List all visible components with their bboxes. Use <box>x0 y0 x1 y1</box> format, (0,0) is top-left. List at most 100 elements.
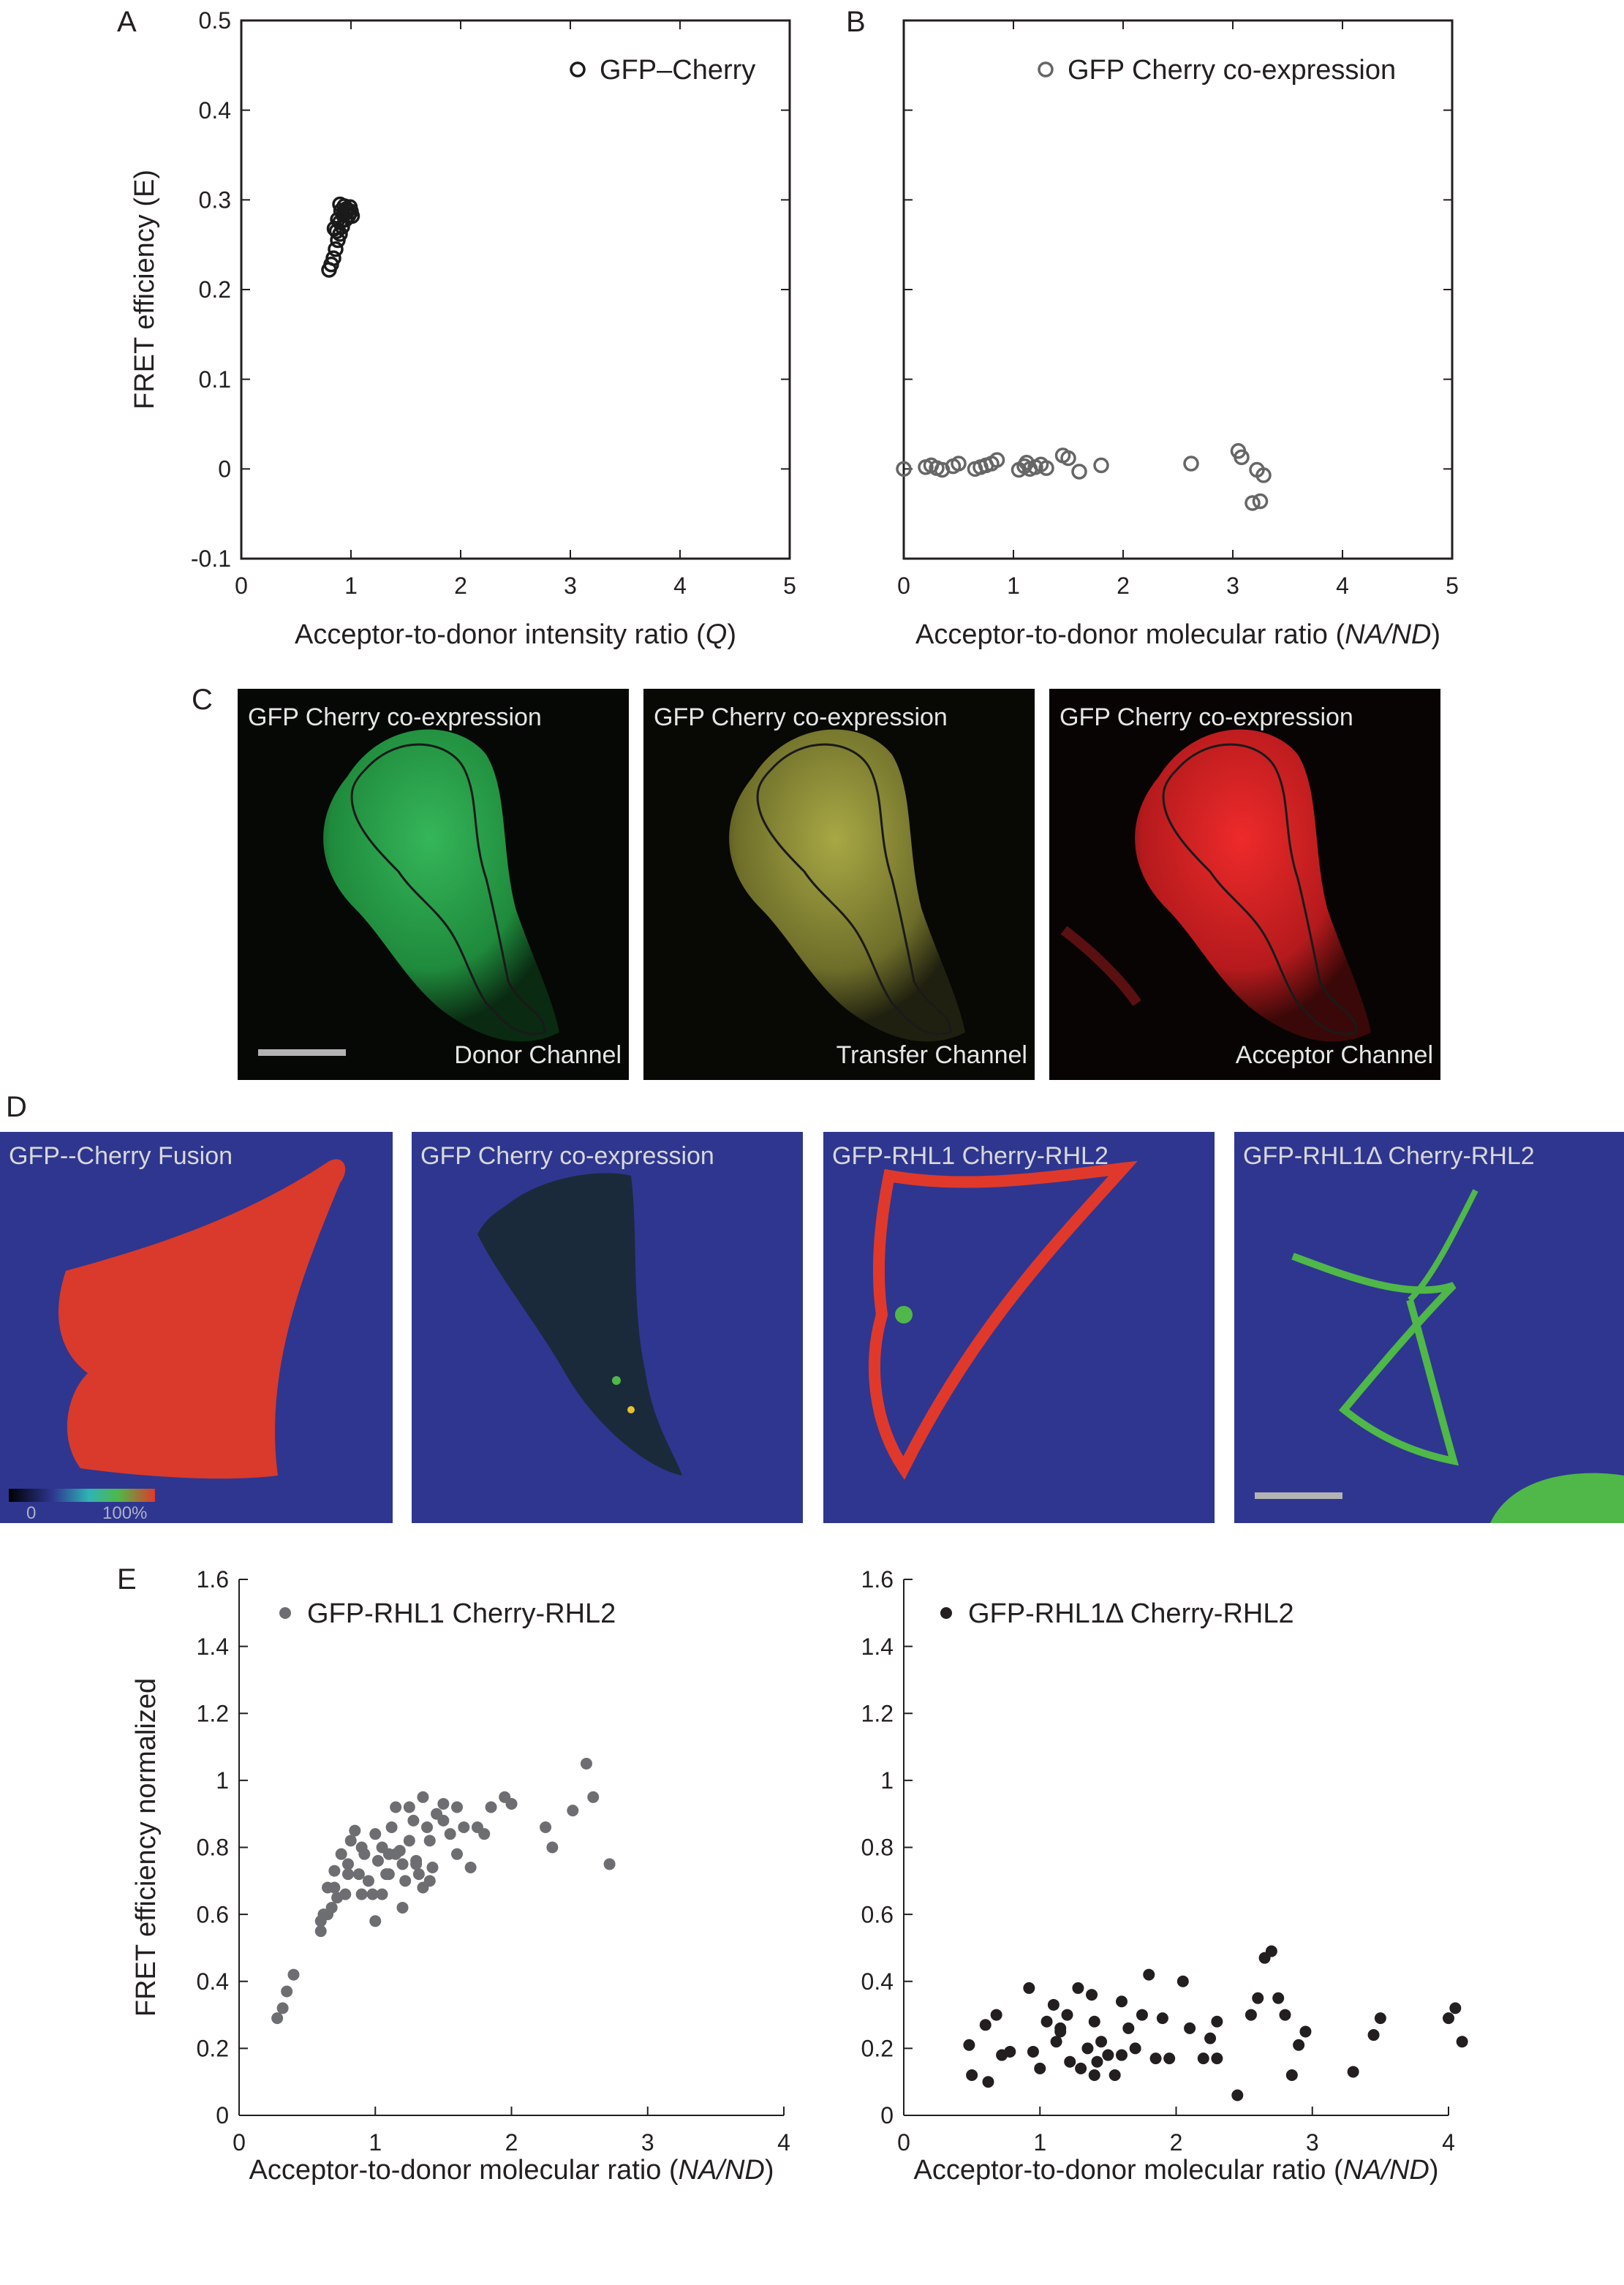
x-tick-label: 0 <box>897 2129 910 2156</box>
data-point <box>1197 2052 1209 2065</box>
legend-label: GFP Cherry co-expression <box>1068 55 1396 86</box>
microscopy-title: GFP Cherry co-expression <box>654 703 948 731</box>
data-point <box>1075 2062 1087 2074</box>
microscopy-title: GFP Cherry co-expression <box>248 703 542 731</box>
x-tick-label: 5 <box>1446 573 1459 599</box>
data-point <box>1091 2055 1103 2068</box>
data-point <box>982 2076 994 2088</box>
data-point <box>1054 2025 1067 2038</box>
chart-a: 0 1 2 3 4 5-0.100.10.20.30.40.5Acceptor-to-do… <box>129 7 796 650</box>
data-point <box>417 1881 429 1894</box>
data-point <box>1116 1995 1128 2008</box>
data-point <box>339 1888 352 1900</box>
colorbar-max-label: 100% <box>102 1503 148 1523</box>
data-point <box>281 1985 293 1998</box>
data-point <box>355 1888 368 1900</box>
data-point <box>276 2002 289 2014</box>
data-point <box>417 1791 429 1803</box>
data-point <box>546 1841 559 1854</box>
signal-spot <box>895 1306 913 1323</box>
y-tick-label: 1.4 <box>861 1634 894 1660</box>
x-tick-label: 0 <box>233 2129 246 2156</box>
data-point <box>1249 461 1265 478</box>
plot-frame <box>240 19 791 560</box>
x-tick-label: 2 <box>454 573 467 599</box>
data-point <box>567 1805 579 1817</box>
data-point <box>587 1791 600 1803</box>
data-point <box>342 1858 354 1870</box>
data-point <box>1204 2032 1217 2044</box>
cell-outline <box>869 1160 1138 1480</box>
x-tick-label: 3 <box>641 2129 654 2156</box>
data-point <box>1347 2066 1359 2078</box>
data-point <box>1060 450 1076 467</box>
x-tick-label: 1 <box>344 573 358 599</box>
data-point <box>314 1925 327 1938</box>
colorbar <box>9 1489 155 1502</box>
x-tick-label: 1 <box>369 2129 382 2156</box>
fret-map-title: GFP--Cherry Fusion <box>9 1142 233 1170</box>
data-point <box>344 1835 357 1847</box>
x-axis-label: Acceptor-to-donor molecular ratio (NA/ND… <box>915 619 1440 650</box>
data-point <box>966 2069 978 2082</box>
y-tick-label: 0.4 <box>861 1968 894 1995</box>
data-point <box>1149 2052 1162 2065</box>
y-tick-label: 0.8 <box>197 1835 229 1861</box>
data-point <box>1234 449 1250 466</box>
plot-frame <box>902 19 1454 560</box>
data-point <box>451 1848 463 1860</box>
data-point <box>990 2009 1002 2021</box>
data-point <box>1081 2042 1094 2055</box>
legend-label: GFP-RHL1Δ Cherry-RHL2 <box>968 1598 1294 1629</box>
y-tick-label: 0.4 <box>199 97 231 124</box>
data-point <box>1143 1968 1155 1981</box>
data-point <box>464 1861 477 1873</box>
data-point <box>1245 495 1261 511</box>
y-tick-label: 0.1 <box>199 366 231 393</box>
data-point <box>412 1868 425 1881</box>
data-point <box>1449 2002 1462 2014</box>
microscopy-donor: GFP Cherry co-expression Donor Channel <box>238 689 629 1080</box>
x-tick-label: 4 <box>1336 573 1349 599</box>
scale-bar <box>1255 1492 1342 1499</box>
y-tick-label: -0.1 <box>191 545 231 572</box>
data-point <box>1038 460 1054 476</box>
data-point <box>382 1868 395 1881</box>
x-tick-label: 5 <box>783 573 796 599</box>
data-point <box>1272 1992 1285 2004</box>
data-point <box>1034 2062 1046 2074</box>
data-point <box>1129 2042 1141 2055</box>
data-point <box>1163 2052 1176 2065</box>
cell-fragment <box>1490 1473 1624 1523</box>
y-tick-label: 0.4 <box>197 1968 229 1995</box>
data-point <box>337 205 354 222</box>
microscopy-acceptor: GFP Cherry co-expression Acceptor Channe… <box>1049 689 1440 1080</box>
data-point <box>1293 2039 1305 2051</box>
data-point <box>458 1821 470 1834</box>
panel-label-e: E <box>117 1563 137 1595</box>
x-tick-label: 2 <box>1117 573 1130 599</box>
data-point <box>1156 2012 1168 2025</box>
y-tick-label: 1.6 <box>197 1566 229 1593</box>
chart-e-left: 0 1 2 3 4 0 0.2 0.4 0.6 0.8 1 1.2 1.4 1.6 Acceptor-to-… <box>131 1566 790 2186</box>
data-point <box>1072 1982 1084 1994</box>
data-point <box>1136 2009 1148 2021</box>
data-point <box>328 241 344 257</box>
panel-label-d: D <box>6 1091 27 1123</box>
legend-marker <box>570 61 586 78</box>
y-tick-label: 0.6 <box>861 1901 894 1927</box>
cell-outline <box>1291 1253 1459 1466</box>
microscopy-title: GFP Cherry co-expression <box>1060 703 1353 731</box>
data-point <box>951 456 967 472</box>
data-point <box>1245 2009 1257 2021</box>
data-point <box>366 1888 379 1900</box>
data-point <box>1064 2055 1076 2068</box>
cell-shape <box>323 729 559 1042</box>
data-point <box>1184 2022 1196 2034</box>
data-point <box>979 2019 992 2031</box>
x-tick-label: 4 <box>777 2129 790 2156</box>
channel-label: Acceptor Channel <box>1235 1041 1433 1069</box>
x-tick-label: 3 <box>564 573 577 599</box>
data-point <box>989 452 1005 468</box>
data-point <box>1252 493 1269 510</box>
